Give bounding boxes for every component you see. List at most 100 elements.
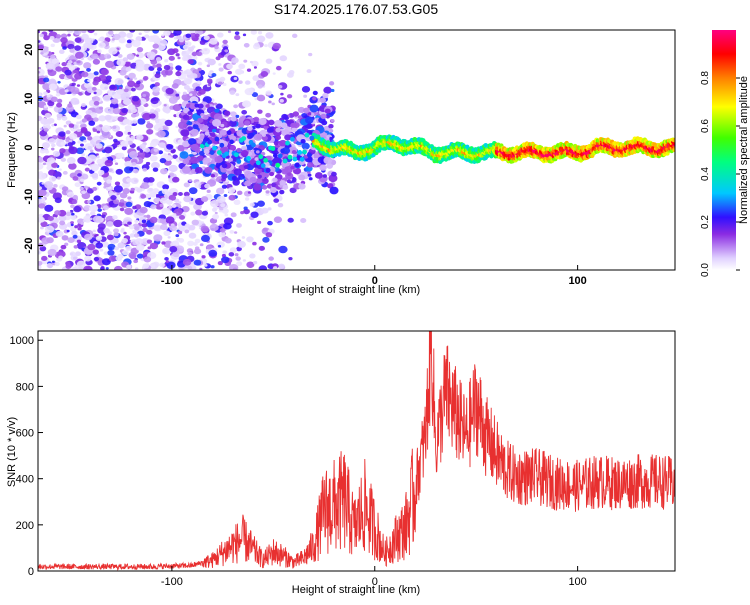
spectrogram-point [194, 238, 201, 244]
spectrogram-point [60, 141, 66, 146]
spectrogram-point [143, 214, 147, 218]
spectrogram-point [218, 67, 224, 72]
spectrogram-point [228, 194, 236, 201]
spectrogram-point [201, 210, 209, 216]
spectrogram-point [153, 148, 159, 152]
spectrogram-point [168, 96, 178, 104]
spectrogram-point [55, 66, 63, 72]
spectrogram-point [150, 35, 160, 43]
spectrogram-point [114, 265, 123, 270]
spectrogram-point [142, 263, 150, 269]
spectrogram-point [136, 253, 144, 259]
spectrogram-point [206, 245, 212, 250]
spectrogram-point [172, 176, 180, 183]
spectrogram-point [214, 45, 219, 50]
spectrogram-point [83, 205, 92, 211]
spectrogram-point [40, 51, 44, 55]
spectrogram-point [277, 202, 284, 208]
spectrogram-point [89, 149, 94, 153]
spectrogram-point [257, 200, 265, 207]
spectrogram-point [68, 146, 78, 154]
spectrogram-point [253, 66, 257, 69]
spectrogram-point [309, 104, 319, 113]
spectrogram-point [55, 93, 61, 97]
spectrogram-point [126, 32, 133, 39]
ridge-point [280, 148, 286, 154]
spectrogram-point [215, 56, 221, 61]
y-tick-label: 1000 [10, 335, 34, 347]
spectrogram-point [124, 61, 131, 67]
spectrogram-point [117, 53, 123, 58]
spectrogram-point [124, 207, 134, 215]
spectrogram-point [319, 97, 326, 104]
spectrogram-point [150, 59, 158, 65]
spectrogram-point [253, 133, 263, 141]
snr-x-axis-label: Height of straight line (km) [292, 584, 420, 596]
spectrogram-point [123, 88, 129, 93]
spectrogram-point [177, 230, 183, 235]
spectrogram-point [226, 63, 234, 70]
ridge-point [297, 149, 303, 155]
spectrogram-point [74, 225, 79, 229]
spectrogram-point [221, 163, 228, 169]
spectrogram-point [122, 118, 130, 125]
spectrogram-point [164, 119, 173, 127]
spectrogram-point [217, 81, 223, 86]
spectrogram-point [70, 226, 77, 232]
spectrogram-point [149, 141, 157, 148]
spectrogram-point [52, 150, 61, 157]
spectrogram-point [164, 69, 173, 76]
spectrogram-point [143, 200, 152, 208]
spectrogram-point [286, 94, 293, 99]
spectrogram-point [121, 146, 127, 151]
spectrogram-point [113, 238, 119, 244]
spectrogram-point [105, 60, 115, 68]
spectrogram-point [173, 30, 182, 36]
spectrogram-point [73, 30, 82, 36]
spectrogram-point [228, 252, 235, 257]
spectrogram-point [56, 176, 61, 180]
spectrogram-point [95, 235, 103, 241]
spectrogram-point [187, 111, 193, 116]
ridge-point [265, 167, 271, 173]
spectrogram-point [255, 123, 261, 129]
ridge-point [226, 130, 232, 136]
spectrogram-point [187, 240, 195, 247]
spectrogram-point [158, 142, 166, 149]
ridge-point [287, 154, 293, 160]
spectrogram-point [38, 157, 45, 163]
spectrogram-point [197, 103, 204, 109]
ridge-point [251, 142, 256, 148]
spectrogram-point [175, 71, 182, 77]
spectrogram-point [182, 158, 190, 165]
spectrogram-point [234, 231, 238, 234]
spectrogram-point [91, 86, 97, 91]
spectrogram-point [184, 223, 190, 228]
spectrogram-point [272, 72, 276, 75]
spectrogram-point [139, 144, 146, 150]
spectrogram-point [179, 151, 189, 159]
spectrogram-point [67, 103, 73, 108]
spectrogram-point [282, 184, 289, 190]
spectrogram-point [141, 182, 150, 190]
spectrogram-point [139, 149, 144, 153]
spectrogram-point [103, 251, 109, 256]
spectrogram-point [240, 211, 245, 215]
spectrogram-point [77, 156, 87, 165]
spectrogram-point [128, 72, 136, 79]
spectrogram-point [66, 30, 74, 33]
spectrogram-point [93, 71, 99, 76]
spectrogram-point [233, 168, 242, 176]
spectrogram-point [38, 189, 47, 197]
spectrogram-point [131, 162, 137, 166]
spectrogram-point [303, 94, 308, 98]
spectrogram-point [265, 232, 273, 238]
ridge-point [289, 136, 295, 142]
spectrogram-point [77, 226, 82, 231]
spectrogram-point [154, 197, 161, 202]
snr-panel: -100 0 100 0 200 400 600 800 1000 Height of str… [6, 330, 676, 596]
spectrogram-point [121, 249, 129, 256]
ridge-point [214, 136, 220, 142]
spectrogram-point [118, 37, 126, 44]
spectrogram-point [208, 249, 218, 257]
